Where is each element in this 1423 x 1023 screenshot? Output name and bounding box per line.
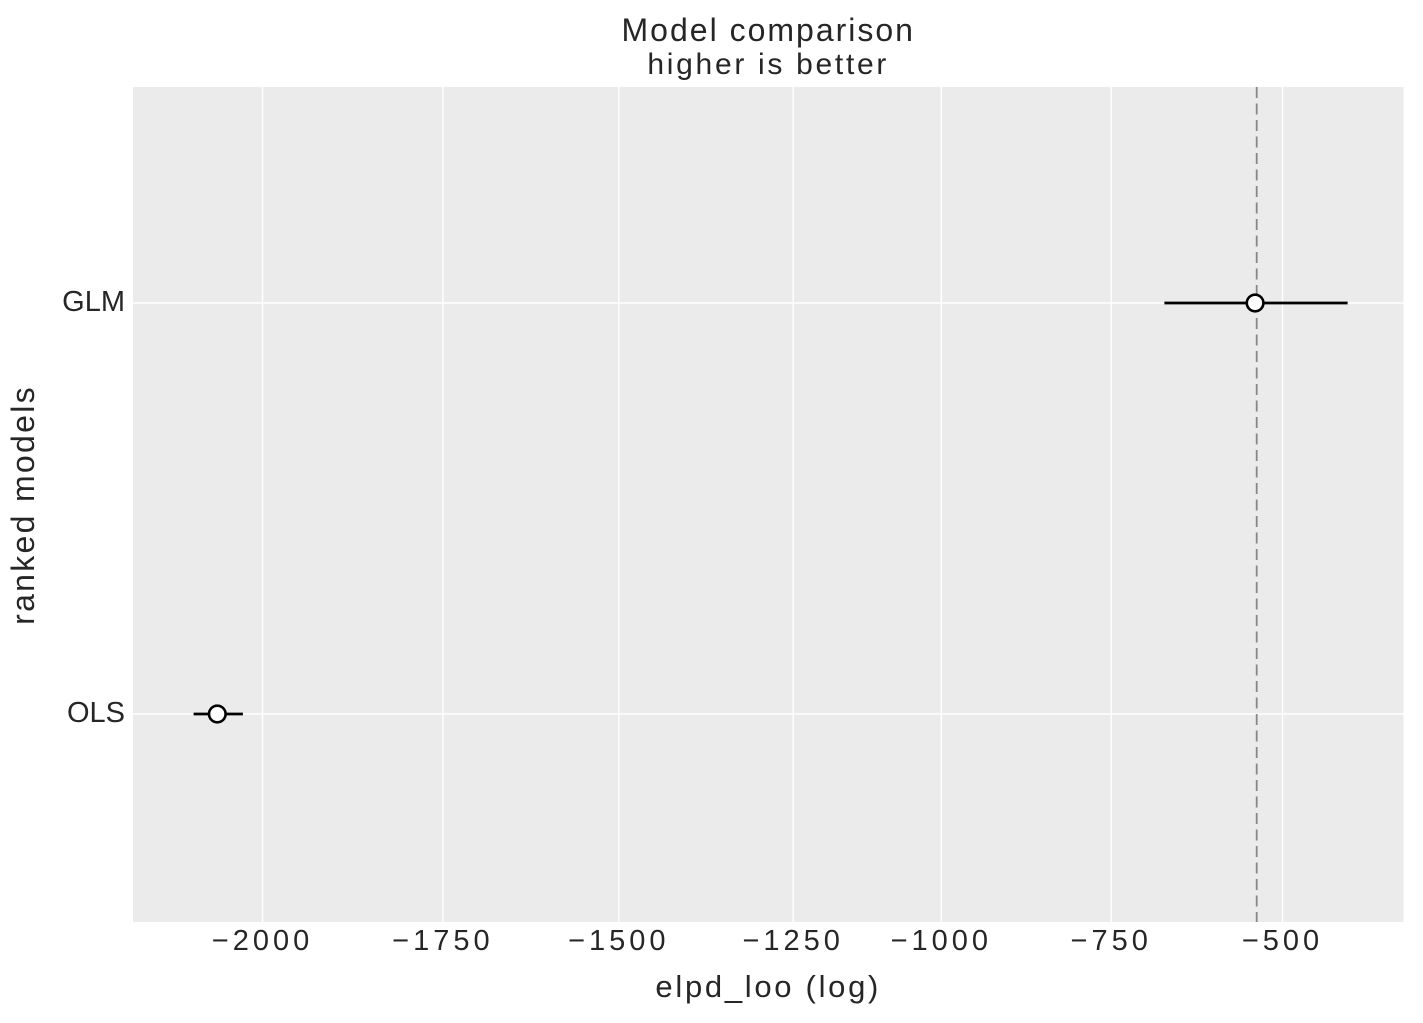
svg-text:ranked models: ranked models <box>5 385 41 625</box>
